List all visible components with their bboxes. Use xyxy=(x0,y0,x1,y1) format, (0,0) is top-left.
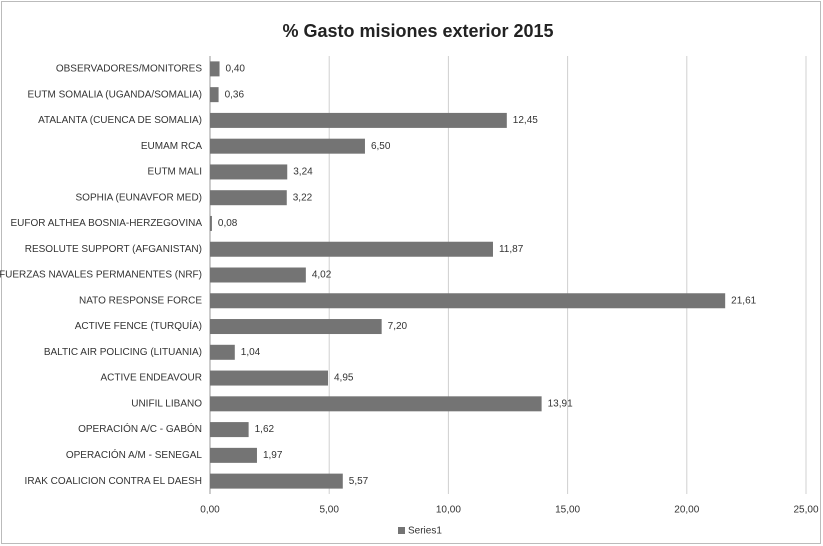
y-tick-label: OBSERVADORES/MONITORES xyxy=(56,64,202,75)
bar xyxy=(210,138,365,154)
bar xyxy=(210,319,382,335)
data-label: 12,45 xyxy=(513,115,538,126)
y-tick-label: EUFOR ALTHEA BOSNIA-HERZEGOVINA xyxy=(10,218,202,229)
y-tick-label: EUTM SOMALIA (UGANDA/SOMALIA) xyxy=(28,89,202,100)
bar xyxy=(210,344,235,360)
x-tick-label: 5,00 xyxy=(319,505,339,516)
bar xyxy=(210,473,343,489)
bar xyxy=(210,370,329,386)
bar xyxy=(210,396,542,412)
legend-label: Series1 xyxy=(408,526,442,537)
bar xyxy=(210,447,257,463)
y-tick-label: UNIFIL LIBANO xyxy=(131,398,202,409)
data-label: 6,50 xyxy=(371,141,391,152)
data-label: 1,62 xyxy=(255,424,275,435)
y-tick-label: ACTIVE FENCE (TURQUÍA) xyxy=(75,319,202,332)
y-tick-label: ACTIVE ENDEAVOUR xyxy=(101,373,203,384)
bar xyxy=(210,164,288,180)
data-label: 5,57 xyxy=(349,476,369,487)
data-label: 1,04 xyxy=(241,347,261,358)
bar xyxy=(210,190,287,206)
legend-swatch xyxy=(398,527,405,534)
data-label: 0,36 xyxy=(225,89,245,100)
data-label: 7,20 xyxy=(388,321,408,332)
y-tick-label: NATO RESPONSE FORCE xyxy=(79,295,202,306)
bar xyxy=(210,267,306,283)
data-label: 3,22 xyxy=(293,192,313,203)
data-label: 21,61 xyxy=(731,295,756,306)
data-label: 0,40 xyxy=(226,64,246,75)
data-label: 0,08 xyxy=(218,218,238,229)
y-tick-label: SOPHIA (EUNAVFOR MED) xyxy=(76,192,203,203)
data-label: 3,24 xyxy=(293,167,313,178)
y-tick-label: ATALANTA (CUENCA DE SOMALIA) xyxy=(38,115,202,126)
data-label: 1,97 xyxy=(263,450,283,461)
y-tick-label: BALTIC AIR POLICING (LITUANIA) xyxy=(44,347,202,358)
data-label: 4,02 xyxy=(312,270,332,281)
x-tick-label: 10,00 xyxy=(436,505,461,516)
data-label: 4,95 xyxy=(334,373,354,384)
data-label: 13,91 xyxy=(548,398,573,409)
y-tick-label: FUERZAS NAVALES PERMANENTES (NRF) xyxy=(0,270,202,281)
chart-title: % Gasto misiones exterior 2015 xyxy=(282,21,553,41)
y-tick-label: IRAK COALICION CONTRA EL DAESH xyxy=(25,476,202,487)
y-tick-label: OPERACIÓN A/M - SENEGAL xyxy=(66,448,203,461)
x-tick-label: 0,00 xyxy=(200,505,220,516)
bar xyxy=(210,87,219,103)
y-tick-label: OPERACIÓN A/C - GABÓN xyxy=(78,422,202,435)
y-tick-label: EUTM MALI xyxy=(148,167,202,178)
bar xyxy=(210,112,507,128)
bar xyxy=(210,422,249,438)
bar xyxy=(210,61,220,77)
bar xyxy=(210,215,212,231)
y-tick-label: RESOLUTE SUPPORT (AFGANISTAN) xyxy=(25,244,202,255)
y-tick-label: EUMAM RCA xyxy=(141,141,202,152)
data-label: 11,87 xyxy=(499,244,524,255)
x-tick-label: 15,00 xyxy=(555,505,580,516)
bar xyxy=(210,293,726,309)
x-tick-label: 25,00 xyxy=(793,505,818,516)
x-tick-label: 20,00 xyxy=(674,505,699,516)
bar xyxy=(210,241,493,257)
